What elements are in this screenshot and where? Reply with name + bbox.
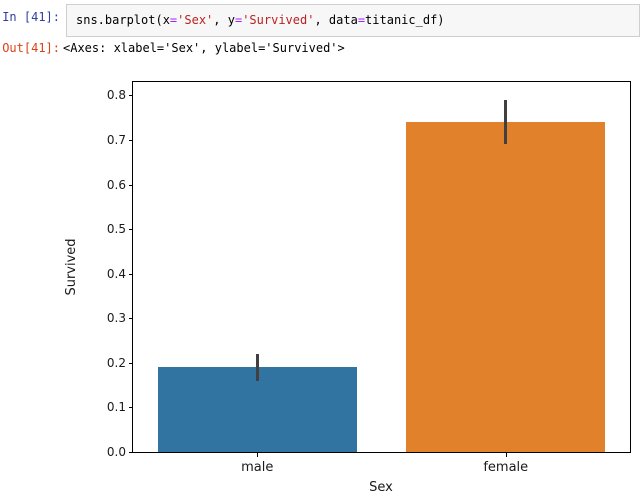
x-tick-mark [505,453,507,457]
y-tick-mark [129,318,133,320]
code-token-operator: = [169,13,178,27]
x-tick-label: female [483,460,529,475]
x-axis-label: Sex [369,480,393,495]
code-token-operator: = [357,13,366,27]
y-tick-mark [129,362,133,364]
y-tick-mark [129,452,133,453]
output-prompt: Out[41]: [2,41,60,55]
x-tick-mark [257,453,259,457]
code-token: sns.barplot(x [76,13,170,27]
y-tick-mark [129,139,133,141]
barplot-figure: Sex Survived 0.0 0.1 0.2 0.3 0.4 0.5 0.6 0.7 0.8… [0,60,641,501]
y-tick-label: 0.2 [106,355,126,370]
y-tick-mark [129,184,133,186]
code-token-operator: = [234,13,243,27]
y-tick-label: 0.4 [106,266,126,281]
x-tick-label: male [241,460,274,475]
bar-female [406,122,606,452]
y-tick-label: 0.7 [106,132,126,147]
y-tick-mark [129,407,133,409]
y-tick-mark [129,273,133,275]
y-tick-label: 0.3 [106,311,126,326]
bar-male [157,367,357,452]
y-tick-label: 0.8 [106,88,126,103]
code-line: sns.barplot(x='Sex', y='Survived', data=… [76,13,445,27]
y-tick-label: 0.6 [106,177,126,192]
code-token-string: 'Sex' [177,13,214,27]
y-tick-label: 0.5 [106,222,126,237]
axes-frame [132,81,631,453]
code-token-string: 'Survived' [242,13,315,27]
error-bar-male [255,353,259,381]
y-tick-mark [129,95,133,97]
y-tick-label: 0.1 [106,400,126,415]
code-input-area[interactable]: sns.barplot(x='Sex', y='Survived', data=… [66,4,640,37]
y-tick-mark [129,229,133,231]
error-bar-female [504,99,508,145]
code-token: , data [314,13,358,27]
output-repr-text: <Axes: xlabel='Sex', ylabel='Survived'> [63,41,345,55]
input-prompt: In [41]: [2,10,60,24]
code-token: titanic_df) [365,13,445,27]
y-tick-label: 0.0 [106,445,126,459]
code-token: , y [213,13,235,27]
